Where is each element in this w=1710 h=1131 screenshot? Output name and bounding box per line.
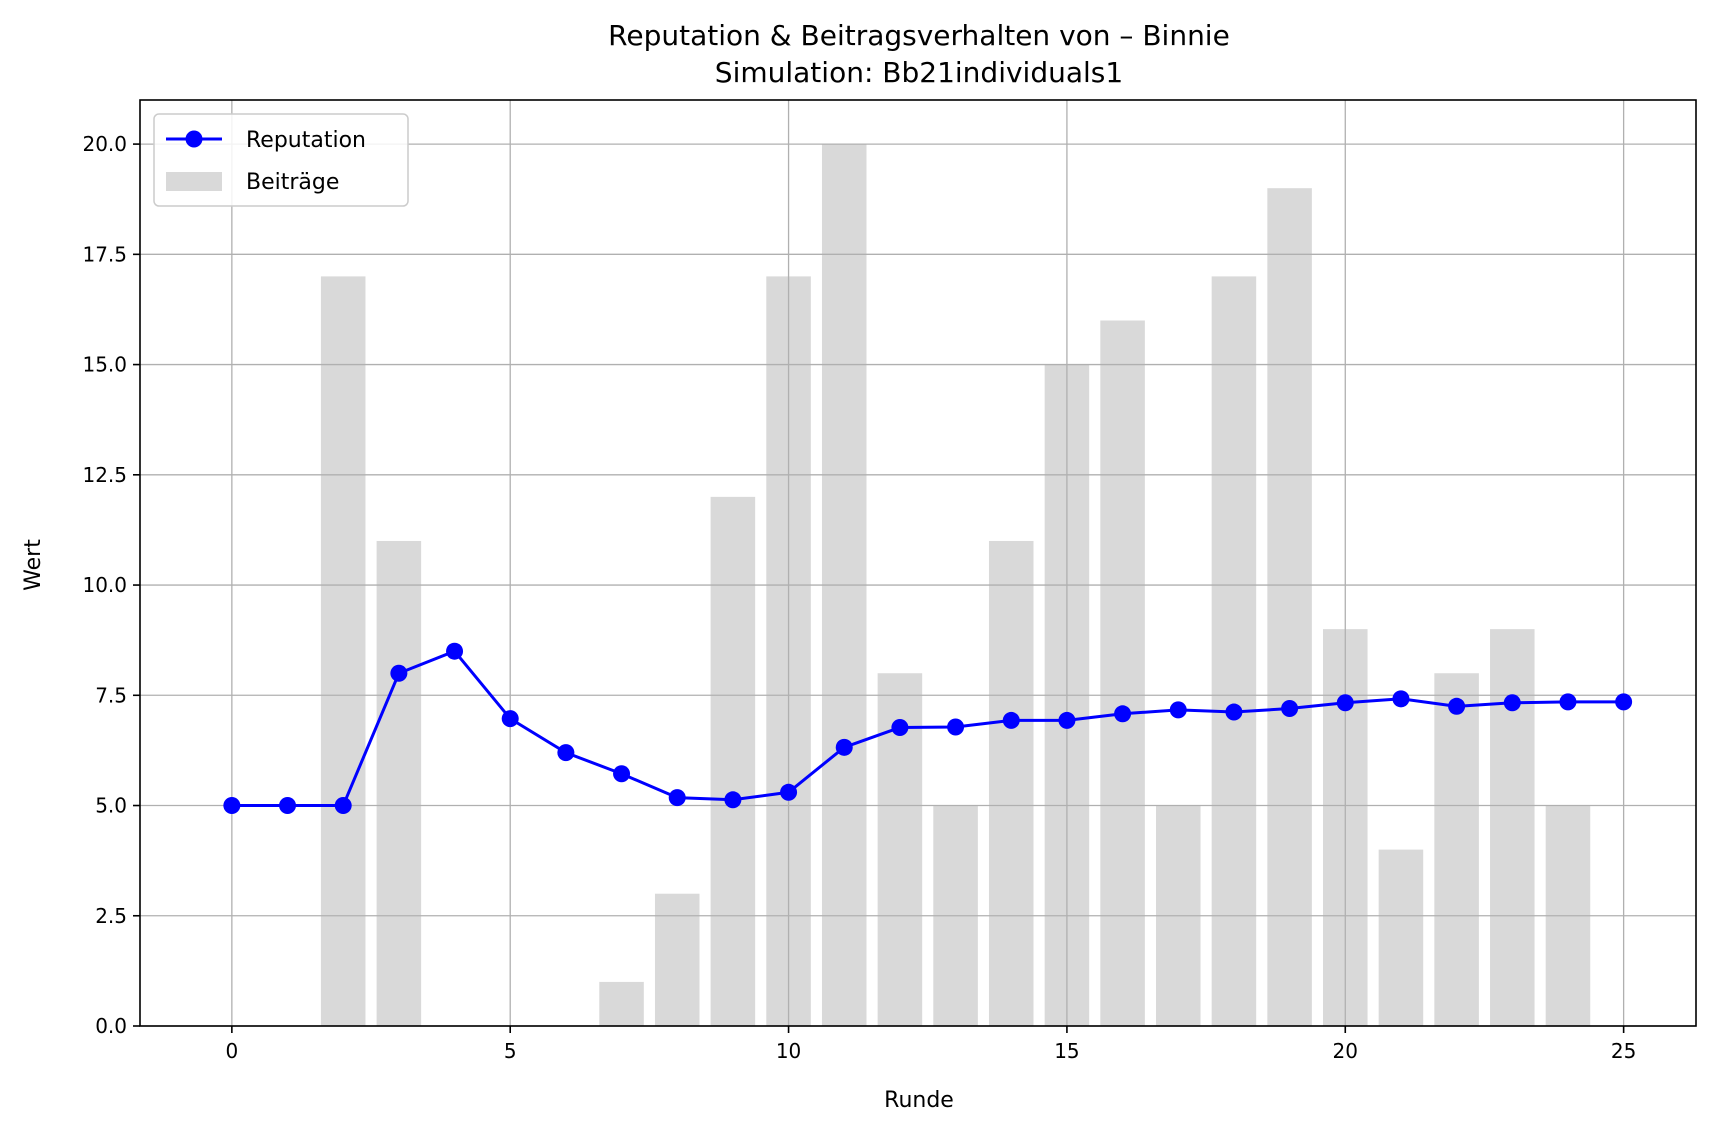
bar [1100, 320, 1145, 1026]
plot-area: 0 5 10 15 20 25 0.0 2.5 5.0 7.5 10.0 12.5 15.0 17.5 20… [82, 99, 1697, 1063]
bar [654, 893, 700, 1026]
y-tick-label: 17.5 [82, 242, 127, 266]
chart-subtitle: Simulation: Bb21individuals1 [715, 56, 1123, 89]
line-point [1559, 693, 1577, 711]
y-axis-label: Wert [21, 539, 46, 591]
line-point [1169, 701, 1187, 719]
line-point [780, 783, 798, 801]
line-point [501, 710, 519, 728]
y-tick-label: 5.0 [95, 794, 127, 818]
y-tick-label: 7.5 [95, 683, 127, 707]
y-tick-label: 10.0 [82, 573, 127, 597]
legend-marker-swatch [185, 130, 203, 148]
y-tick-label: 20.0 [82, 132, 127, 156]
line-point [947, 718, 965, 736]
line-point [279, 797, 297, 815]
x-tick-label: 5 [504, 1039, 517, 1063]
x-tick-label: 15 [1054, 1039, 1079, 1063]
bar [1434, 673, 1479, 1026]
bar [1490, 629, 1535, 1026]
line-point [1336, 694, 1354, 712]
line-point [1503, 694, 1521, 712]
line-point [724, 791, 742, 809]
legend-label-beitraege: Beiträge [246, 170, 339, 195]
x-tick-label: 10 [776, 1039, 801, 1063]
bar [599, 981, 644, 1026]
x-tick-label: 20 [1333, 1039, 1358, 1063]
legend-bar-swatch [166, 172, 222, 191]
y-tick-label: 0.0 [95, 1014, 127, 1038]
line-series-reputation [231, 649, 1624, 808]
bar [376, 540, 422, 1026]
line-point [1114, 705, 1132, 723]
x-tick-label: 0 [225, 1039, 238, 1063]
line-point [1448, 697, 1466, 715]
line-point [668, 789, 686, 807]
bar [1267, 188, 1312, 1026]
line-point [613, 765, 631, 783]
line-point [1392, 690, 1410, 708]
axes-frame [139, 99, 1697, 1027]
line-point [891, 718, 909, 736]
line-point [1058, 711, 1076, 729]
legend-label-reputation: Reputation [246, 128, 366, 153]
bar [320, 276, 366, 1026]
line-point [446, 642, 464, 660]
line-point [1225, 703, 1243, 721]
line-point [557, 744, 575, 762]
chart-title: Reputation & Beitragsverhalten von – Bin… [608, 19, 1230, 52]
y-tick-label: 15.0 [82, 353, 127, 377]
bar [988, 540, 1034, 1026]
bar [1378, 849, 1424, 1026]
line-point [223, 797, 241, 815]
line-point [334, 797, 352, 815]
bar [1211, 276, 1257, 1026]
x-tick-label: 25 [1611, 1039, 1636, 1063]
x-axis-label: Runde [884, 1088, 954, 1113]
line-point [1281, 700, 1299, 718]
bar [710, 496, 756, 1026]
y-tick-label: 12.5 [82, 463, 127, 487]
y-tick-label: 2.5 [95, 904, 127, 928]
line-point [1615, 693, 1633, 711]
line-point [1002, 711, 1020, 729]
line-point [390, 664, 408, 682]
line-point [835, 738, 853, 756]
